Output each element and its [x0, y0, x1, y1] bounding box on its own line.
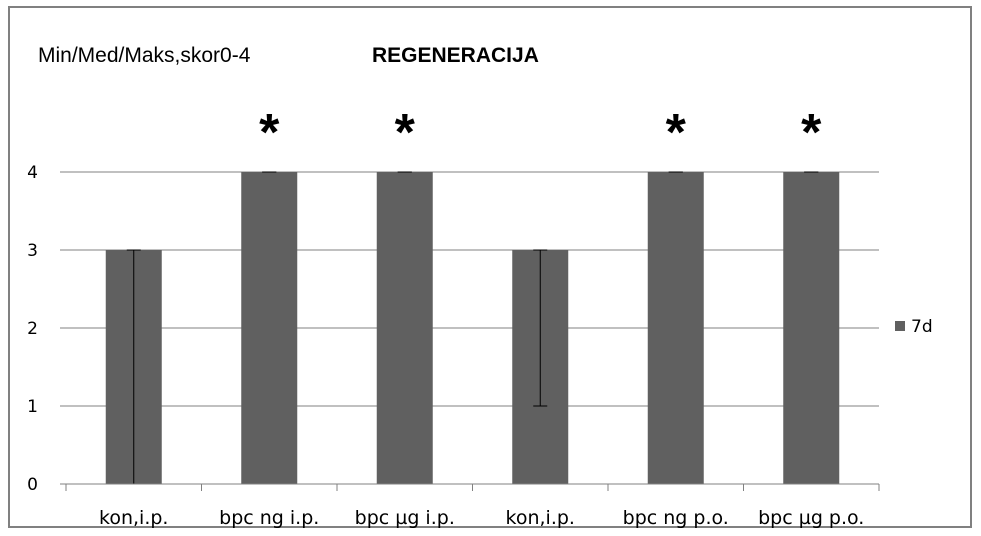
significance-star-2: *	[395, 104, 416, 162]
significance-star-5: *	[801, 104, 822, 162]
bar-1	[241, 172, 298, 484]
y-axis-label: Min/Med/Maks,skor0-4	[38, 44, 251, 67]
y-tick-label-0: 0	[27, 475, 38, 495]
error-bar-3	[533, 249, 548, 407]
y-ticks: 0 1 2 3 4	[27, 163, 66, 495]
y-tick-label-2: 2	[27, 319, 38, 339]
category-label-2: bpc µg i.p.	[355, 507, 455, 529]
y-tick-label-4: 4	[27, 163, 38, 183]
chart-title: REGENERACIJA	[372, 44, 539, 67]
bar-5	[783, 172, 840, 484]
legend-swatch	[895, 321, 905, 331]
legend: 7d	[895, 317, 933, 337]
category-label-0: kon,i.p.	[99, 507, 168, 529]
category-label-1: bpc ng i.p.	[219, 507, 319, 529]
bars	[105, 172, 840, 484]
gridlines	[66, 171, 879, 407]
category-labels: kon,i.p. bpc ng i.p. bpc µg i.p. kon,i.p. bp…	[99, 507, 864, 529]
y-tick-label-1: 1	[27, 397, 38, 417]
x-axis	[65, 483, 880, 491]
significance-star-4: *	[666, 104, 687, 162]
category-label-4: bpc ng p.o.	[623, 507, 729, 529]
bar-2	[376, 172, 433, 484]
significance-markers: * * * *	[259, 104, 822, 162]
legend-label: 7d	[911, 317, 933, 337]
y-tick-label-3: 3	[27, 241, 38, 261]
bar-4	[647, 172, 704, 484]
category-label-5: bpc µg p.o.	[758, 507, 864, 529]
significance-star-1: *	[259, 104, 280, 162]
category-label-3: kon,i.p.	[506, 507, 575, 529]
